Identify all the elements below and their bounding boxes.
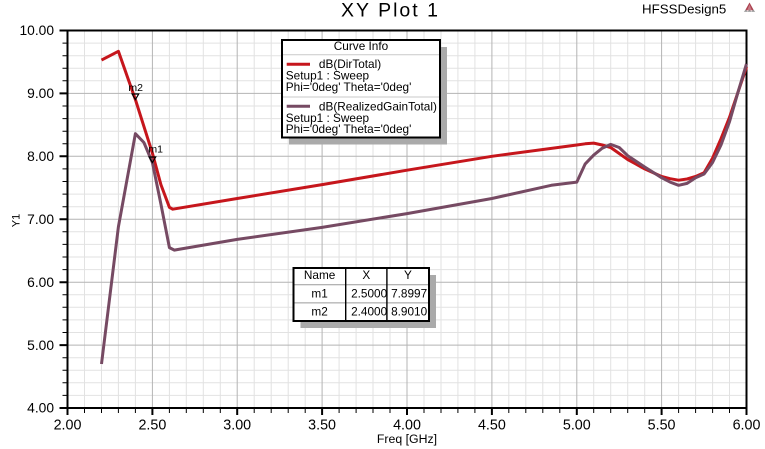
svg-text:m1: m1 xyxy=(311,286,327,300)
svg-text:2.00: 2.00 xyxy=(54,418,82,434)
svg-text:Name: Name xyxy=(304,268,336,282)
svg-text:m2: m2 xyxy=(311,305,327,319)
svg-text:Phi='0deg' Theta='0deg': Phi='0deg' Theta='0deg' xyxy=(286,80,412,94)
svg-text:4.50: 4.50 xyxy=(478,418,506,434)
svg-text:9.00: 9.00 xyxy=(27,86,54,101)
svg-text:Phi='0deg' Theta='0deg': Phi='0deg' Theta='0deg' xyxy=(286,122,412,136)
svg-text:m1: m1 xyxy=(148,144,163,156)
svg-text:4.00: 4.00 xyxy=(27,401,54,416)
svg-text:Y1: Y1 xyxy=(11,214,23,227)
svg-text:7.8997: 7.8997 xyxy=(391,286,427,300)
svg-text:dB(RealizedGainTotal): dB(RealizedGainTotal) xyxy=(319,100,437,114)
svg-text:Y: Y xyxy=(404,268,412,282)
svg-text:HFSSDesign5: HFSSDesign5 xyxy=(642,2,726,17)
svg-text:5.00: 5.00 xyxy=(27,338,54,353)
svg-text:Freq [GHz]: Freq [GHz] xyxy=(377,432,437,446)
svg-text:Setup1 : Sweep: Setup1 : Sweep xyxy=(286,111,370,125)
svg-text:5.00: 5.00 xyxy=(563,418,591,434)
svg-text:7.00: 7.00 xyxy=(27,212,54,227)
svg-text:Setup1 : Sweep: Setup1 : Sweep xyxy=(286,68,370,82)
svg-text:4.00: 4.00 xyxy=(393,418,421,434)
svg-text:X: X xyxy=(362,268,370,282)
svg-text:5.50: 5.50 xyxy=(648,418,676,434)
svg-text:10.00: 10.00 xyxy=(19,23,54,38)
svg-text:Curve Info: Curve Info xyxy=(334,39,389,53)
svg-text:m2: m2 xyxy=(128,82,143,94)
svg-text:XY Plot 1: XY Plot 1 xyxy=(341,0,440,22)
svg-text:6.00: 6.00 xyxy=(733,418,761,434)
svg-text:6.00: 6.00 xyxy=(27,275,54,290)
svg-text:2.5000: 2.5000 xyxy=(351,286,388,300)
svg-text:3.00: 3.00 xyxy=(223,418,251,434)
svg-text:dB(DirTotal): dB(DirTotal) xyxy=(319,57,381,71)
svg-text:8.00: 8.00 xyxy=(27,149,54,164)
svg-text:2.50: 2.50 xyxy=(138,418,166,434)
svg-text:8.9010: 8.9010 xyxy=(391,305,428,319)
svg-text:3.50: 3.50 xyxy=(308,418,336,434)
svg-text:2.4000: 2.4000 xyxy=(351,305,388,319)
